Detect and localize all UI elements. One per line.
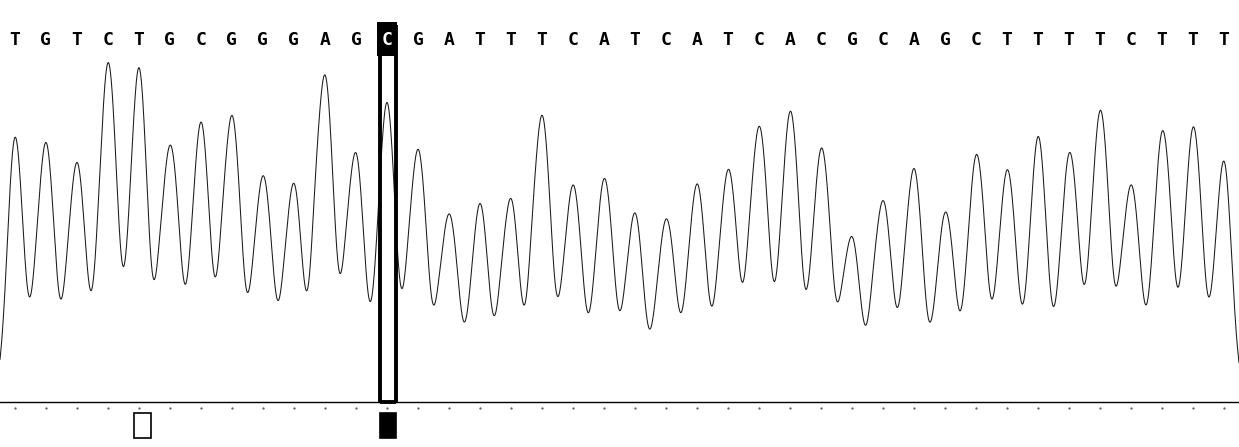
Text: T: T: [1001, 31, 1012, 49]
Bar: [379, 413, 396, 438]
Text: G: G: [41, 31, 51, 49]
Text: T: T: [1157, 31, 1167, 49]
Bar: [134, 413, 151, 438]
Text: C: C: [660, 31, 672, 49]
Text: C: C: [567, 31, 579, 49]
Text: T: T: [506, 31, 517, 49]
Text: T: T: [134, 31, 144, 49]
Text: C: C: [382, 31, 393, 49]
Text: T: T: [1095, 31, 1105, 49]
Text: A: A: [908, 31, 919, 49]
Text: A: A: [784, 31, 795, 49]
Text: G: G: [289, 31, 300, 49]
Text: G: G: [165, 31, 176, 49]
Text: T: T: [1219, 31, 1229, 49]
Text: G: G: [846, 31, 857, 49]
Text: G: G: [939, 31, 950, 49]
Text: T: T: [536, 31, 548, 49]
Text: T: T: [475, 31, 486, 49]
Text: T: T: [1188, 31, 1198, 49]
Text: C: C: [815, 31, 826, 49]
Text: A: A: [598, 31, 610, 49]
Text: C: C: [753, 31, 764, 49]
Text: G: G: [227, 31, 238, 49]
Text: A: A: [320, 31, 331, 49]
Text: T: T: [722, 31, 733, 49]
Text: T: T: [629, 31, 641, 49]
Text: C: C: [103, 31, 113, 49]
Text: G: G: [413, 31, 424, 49]
Text: G: G: [258, 31, 269, 49]
Text: C: C: [1126, 31, 1136, 49]
Text: T: T: [1063, 31, 1074, 49]
Text: A: A: [444, 31, 455, 49]
Text: G: G: [351, 31, 362, 49]
Text: C: C: [196, 31, 207, 49]
Bar: [377, 22, 396, 56]
Text: A: A: [691, 31, 703, 49]
Text: T: T: [1032, 31, 1043, 49]
Text: T: T: [72, 31, 82, 49]
Text: C: C: [877, 31, 888, 49]
Text: T: T: [10, 31, 20, 49]
Text: C: C: [970, 31, 981, 49]
